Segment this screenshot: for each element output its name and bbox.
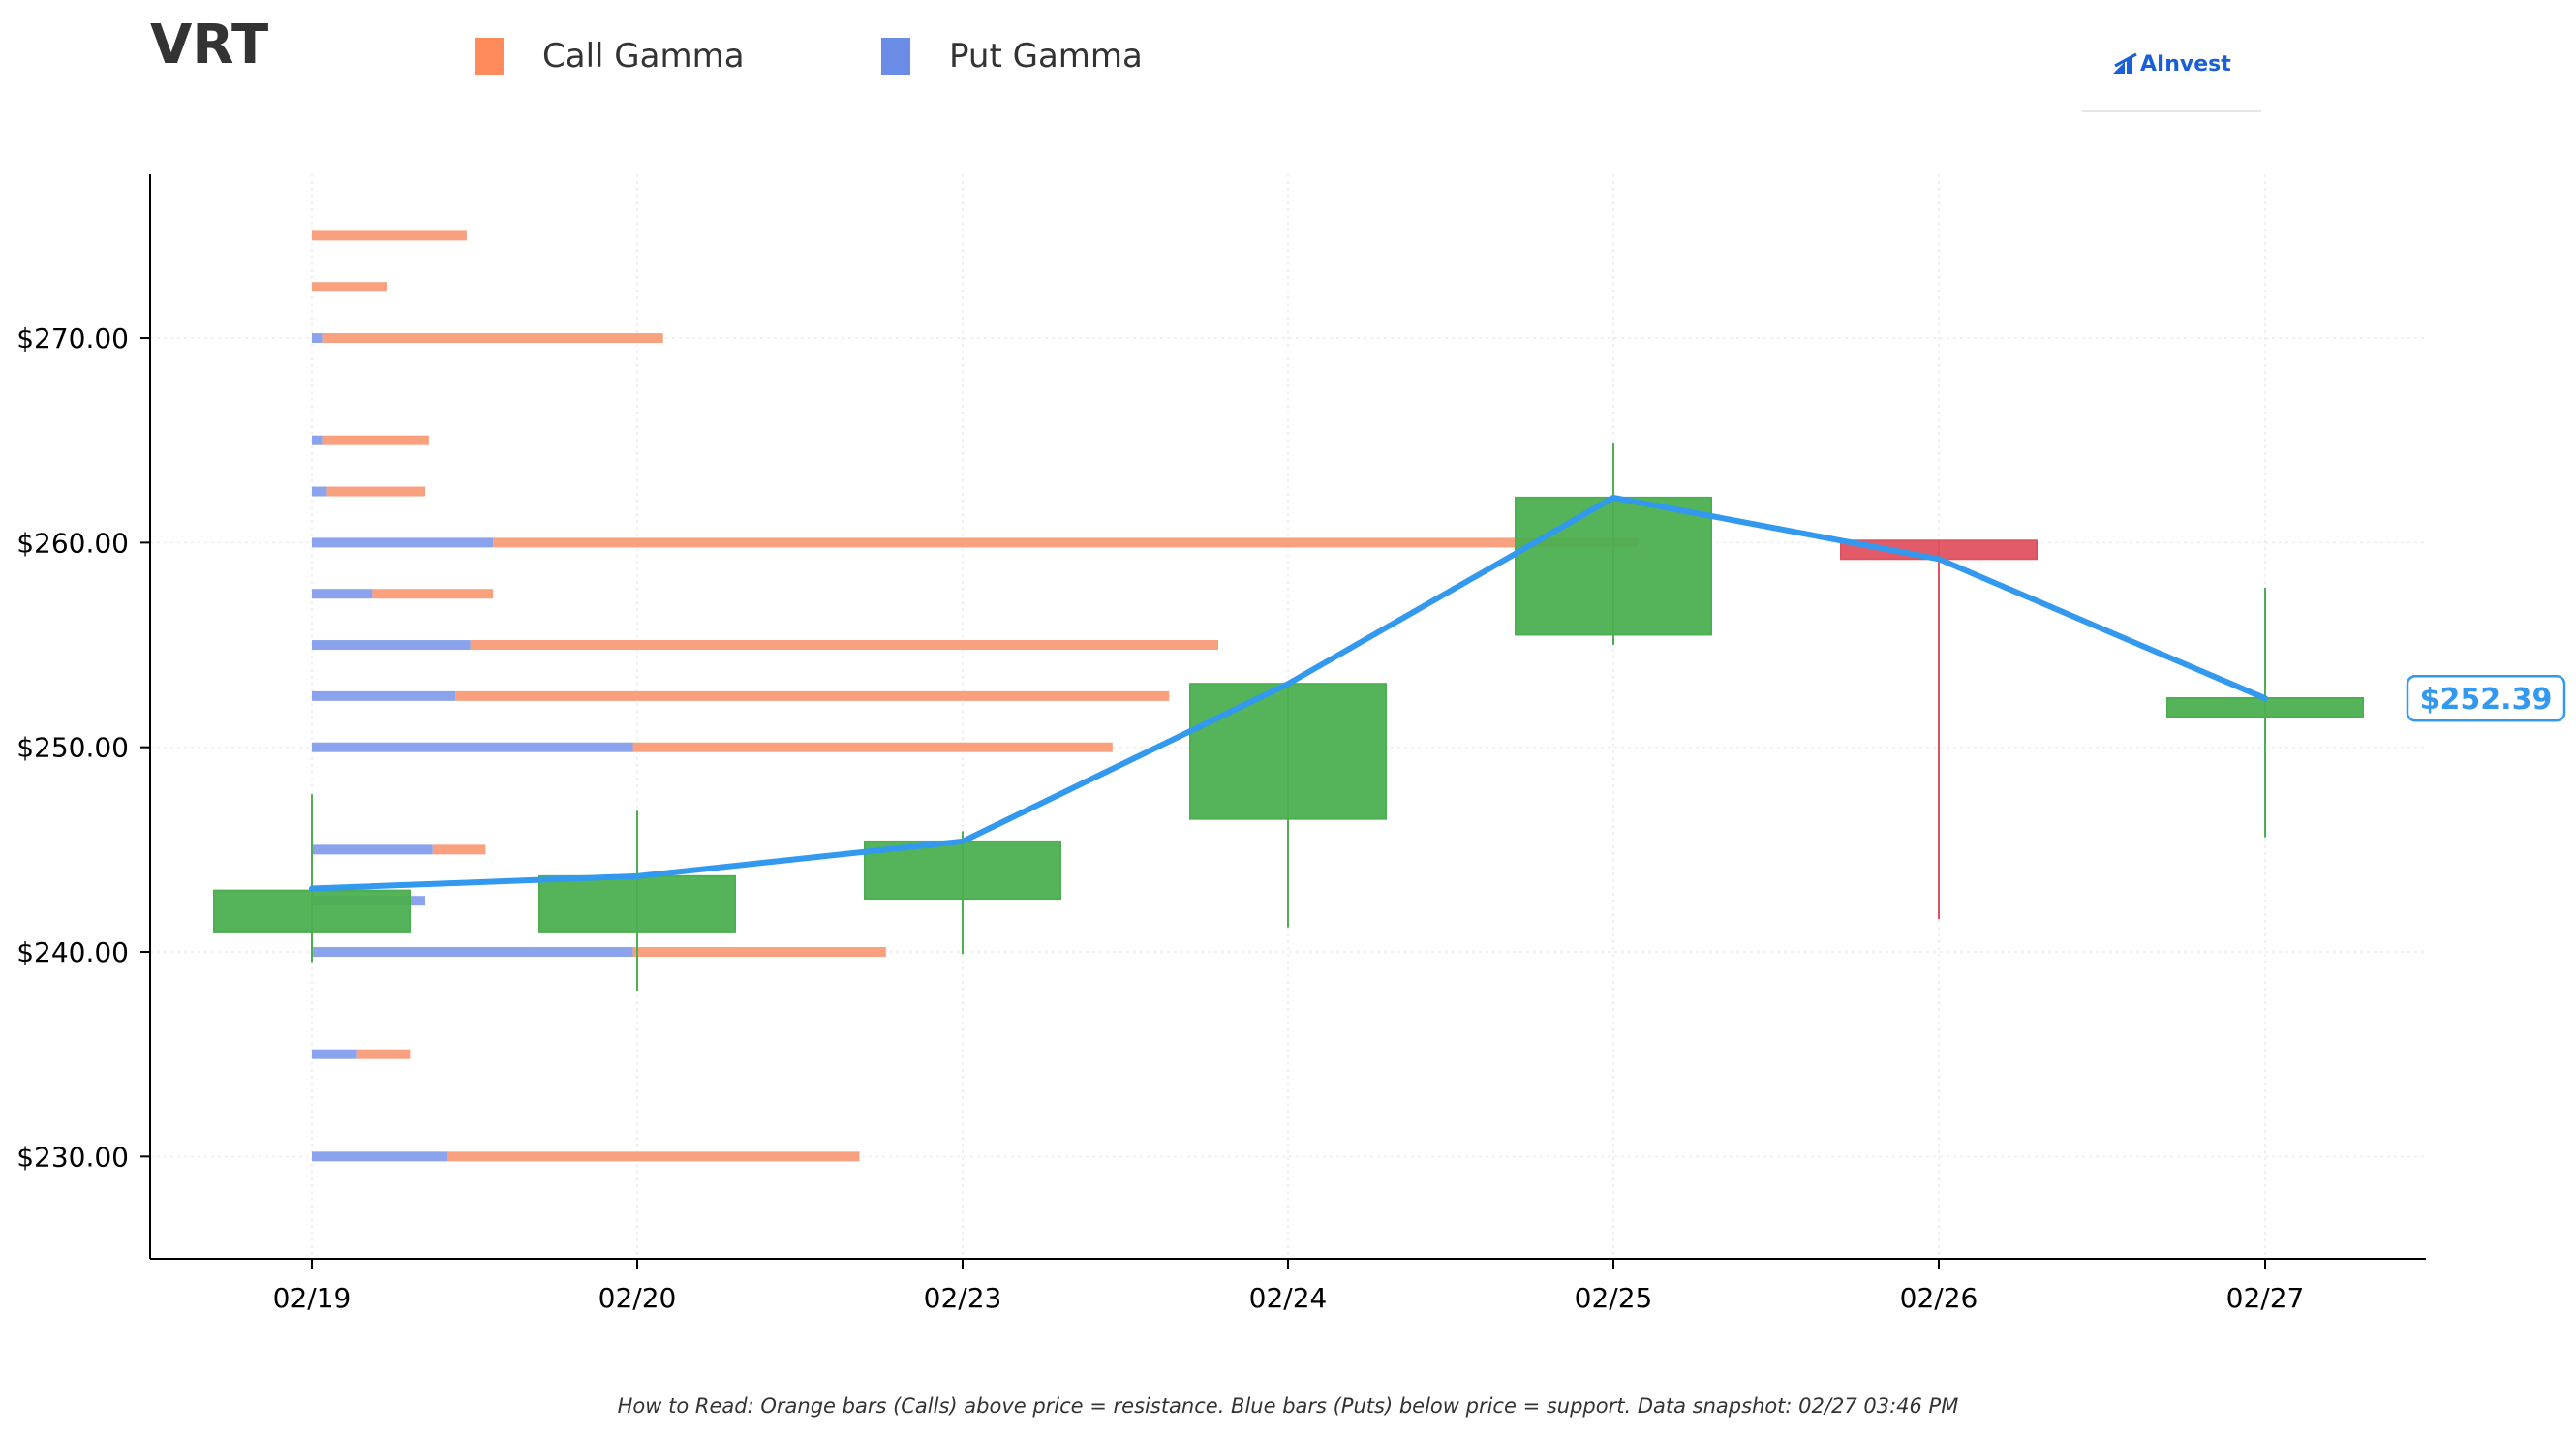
logo-underline — [2082, 110, 2261, 112]
x-tick-label: 02/27 — [2226, 1282, 2305, 1314]
call-gamma-bar — [447, 1151, 860, 1162]
legend-call-label: Call Gamma — [542, 37, 745, 76]
ainvest-logo-text: AInvest — [2140, 52, 2231, 76]
call-gamma-bar — [312, 230, 467, 241]
put-gamma-bar — [312, 844, 433, 855]
x-tick-label: 02/24 — [1249, 1282, 1328, 1314]
put-gamma-bar — [312, 537, 494, 548]
put-gamma-bar — [312, 947, 633, 958]
put-gamma-bar — [312, 1049, 357, 1059]
x-tick-label: 02/25 — [1575, 1282, 1653, 1314]
ticker-title: VRT — [150, 14, 269, 76]
gamma-bars — [312, 230, 1638, 1162]
legend-call-gamma: Call Gamma — [475, 37, 745, 76]
last-price-label: $252.39 — [2420, 683, 2553, 717]
put-gamma-swatch — [881, 38, 910, 75]
put-gamma-bar — [312, 435, 323, 445]
x-tick-label: 02/26 — [1900, 1282, 1978, 1314]
put-gamma-bar — [312, 640, 471, 651]
put-gamma-bar — [312, 1151, 448, 1162]
x-tick-label: 02/20 — [598, 1282, 677, 1314]
put-gamma-bar — [312, 742, 633, 752]
how-to-read-note: How to Read: Orange bars (Calls) above p… — [617, 1394, 1959, 1418]
x-tick-label: 02/23 — [924, 1282, 1002, 1314]
put-gamma-bar — [312, 486, 327, 497]
y-tick-label: $230.00 — [16, 1141, 129, 1173]
call-gamma-bar — [312, 282, 387, 292]
y-tick-label: $260.00 — [16, 527, 129, 559]
y-tick-label: $270.00 — [16, 322, 129, 354]
ainvest-logo-icon — [2113, 52, 2137, 74]
candle-body — [1515, 496, 1712, 636]
call-gamma-bar — [455, 690, 1170, 701]
call-gamma-bar — [326, 486, 425, 497]
y-tick-label: $250.00 — [16, 732, 129, 764]
y-tick-label: $240.00 — [16, 936, 129, 968]
x-tick-label: 02/19 — [273, 1282, 352, 1314]
candle-body — [213, 889, 411, 933]
put-gamma-bar — [312, 333, 323, 344]
candle-body — [538, 874, 736, 933]
candlesticks — [213, 442, 2364, 992]
call-gamma-bar — [432, 844, 486, 855]
call-gamma-bar — [632, 947, 886, 958]
candle-body — [1189, 683, 1387, 820]
call-gamma-bar — [356, 1049, 411, 1059]
call-gamma-bar — [632, 742, 1113, 752]
last-price-badge: $252.39 — [2406, 674, 2566, 722]
last-price-box — [2406, 674, 2566, 722]
call-gamma-bar — [322, 435, 429, 445]
x-tick-labels: 02/19 02/20 02/23 02/24 02/25 02/26 02/27 — [273, 1259, 2305, 1314]
call-gamma-swatch — [475, 38, 504, 75]
y-tick-labels: $230.00 $240.00 $250.00 $260.00 $270.00 — [16, 322, 150, 1173]
put-gamma-bar — [312, 589, 373, 599]
ainvest-logo: AInvest — [2082, 45, 2261, 112]
price-line-group — [309, 494, 2268, 892]
call-gamma-bar — [470, 640, 1218, 651]
call-gamma-bar — [322, 333, 663, 344]
legend-put-label: Put Gamma — [949, 37, 1143, 76]
call-gamma-bar — [372, 589, 494, 599]
legend-put-gamma: Put Gamma — [881, 37, 1143, 76]
gamma-price-chart: 02/19 02/20 02/23 02/24 02/25 02/26 02/27 $230… — [16, 174, 2566, 1314]
price-line — [309, 494, 2268, 892]
put-gamma-bar — [312, 690, 456, 701]
call-gamma-bar — [493, 537, 1638, 548]
